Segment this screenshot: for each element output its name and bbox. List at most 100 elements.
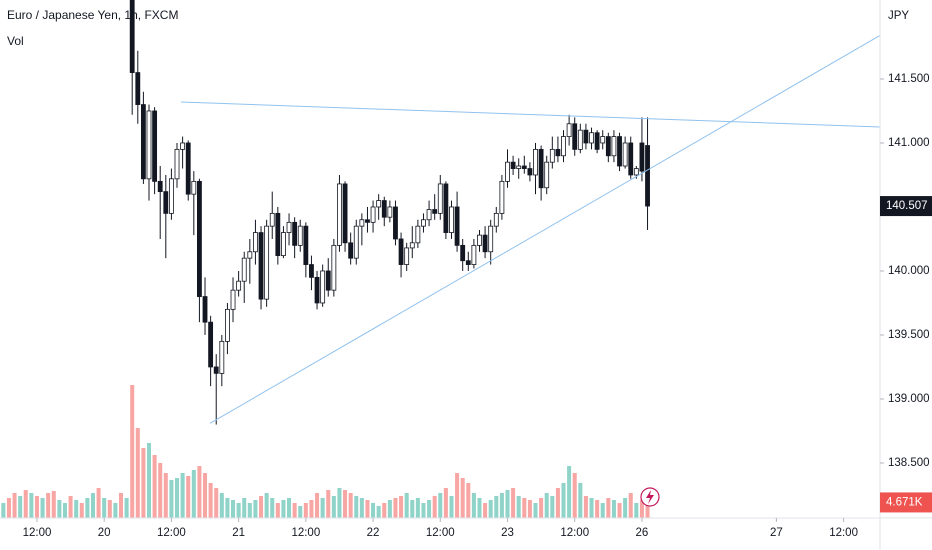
candle-body xyxy=(241,257,247,282)
volume-bar xyxy=(600,503,605,518)
volume-bar xyxy=(309,500,314,518)
candle-body xyxy=(275,212,281,257)
volume-bar xyxy=(606,498,611,518)
candle-body xyxy=(488,225,494,253)
volume-bar xyxy=(387,500,392,518)
candle-body xyxy=(236,280,242,291)
candle-body xyxy=(152,110,158,182)
volume-bar xyxy=(225,498,230,518)
volume-bar xyxy=(544,493,549,518)
last-price-box xyxy=(880,196,932,217)
volume-bar xyxy=(455,473,460,518)
volume-bar xyxy=(208,483,213,518)
volume-bar xyxy=(287,498,292,518)
volume-bar xyxy=(488,500,493,518)
volume-bar xyxy=(539,498,544,518)
candle-body xyxy=(477,234,482,246)
volume-bar xyxy=(270,498,275,518)
candle-body xyxy=(409,242,415,249)
candle-body xyxy=(437,183,443,214)
candle-body xyxy=(185,142,191,195)
candle-body xyxy=(269,212,275,227)
volume-bar xyxy=(242,498,247,518)
volume-bar xyxy=(410,500,415,518)
volume-bar xyxy=(163,473,168,518)
candle-body xyxy=(314,276,320,304)
volume-bar xyxy=(68,496,73,518)
x-tick-label: 12:00 xyxy=(157,527,186,539)
volume-bar xyxy=(567,466,572,518)
volume-bar xyxy=(533,503,538,518)
candle-body xyxy=(465,260,471,265)
x-tick-label: 12:00 xyxy=(829,527,858,539)
volume-bar xyxy=(555,488,560,518)
volume-bar xyxy=(292,503,297,518)
candle-body xyxy=(157,180,163,193)
y-tick-label: 138.500 xyxy=(888,457,930,469)
candle-body xyxy=(337,183,342,246)
volume-bar xyxy=(231,500,236,518)
trendline xyxy=(180,101,881,128)
volume-bar xyxy=(432,496,437,518)
x-tick-label: 23 xyxy=(501,527,514,539)
volume-bar xyxy=(6,498,11,518)
volume-bar xyxy=(421,503,426,518)
candle-body xyxy=(286,221,292,233)
volume-bar xyxy=(85,498,90,518)
volume-bar xyxy=(51,491,56,518)
volume-bar xyxy=(281,500,286,518)
last-price-label: 140.507 xyxy=(886,200,928,212)
volume-bar xyxy=(264,493,269,518)
x-tick-label: 21 xyxy=(232,527,245,539)
volume-bar xyxy=(443,488,448,518)
candle-body xyxy=(264,225,270,300)
volume-bar xyxy=(107,500,112,518)
candle-body xyxy=(213,366,219,374)
volume-bar xyxy=(275,503,280,518)
volume-bar xyxy=(331,496,336,518)
volume-bar xyxy=(102,498,107,518)
candle-body xyxy=(163,191,169,214)
candle-body xyxy=(415,225,421,244)
candle-body xyxy=(516,165,522,169)
volume-bar xyxy=(135,428,140,518)
volume-bar xyxy=(583,496,588,518)
volume-bar xyxy=(617,503,622,518)
volume-bar xyxy=(578,483,583,518)
candle-body xyxy=(544,161,550,189)
candle-body xyxy=(527,168,533,176)
volume-bar xyxy=(57,500,62,518)
volume-bar xyxy=(371,503,376,518)
volume-bar xyxy=(494,496,499,518)
volume-bar xyxy=(236,503,241,518)
volume-bar xyxy=(298,506,303,518)
candle-body xyxy=(605,136,611,157)
volume-bar xyxy=(79,503,84,518)
candle-body xyxy=(633,168,639,176)
volume-bar xyxy=(595,500,600,518)
volume-bar xyxy=(611,500,616,518)
candle-body xyxy=(135,72,141,105)
candle-body xyxy=(566,123,572,137)
candle-body xyxy=(521,165,527,169)
volume-bar xyxy=(152,455,157,518)
candle-body xyxy=(432,209,438,214)
currency-label: JPY xyxy=(888,10,909,22)
volume-bar xyxy=(113,503,118,518)
volume-bar xyxy=(522,498,527,518)
volume-bar xyxy=(303,503,308,518)
volume-bar xyxy=(259,496,264,518)
candle-body xyxy=(549,148,555,163)
volume-bar xyxy=(427,500,432,518)
candle-body xyxy=(387,206,393,218)
candle-body xyxy=(140,104,146,180)
volume-bar xyxy=(18,496,23,518)
candle-body xyxy=(381,200,387,218)
volume-bar xyxy=(438,493,443,518)
volume-bar xyxy=(197,466,202,518)
volume-bar xyxy=(561,483,566,518)
y-tick-label: 141.500 xyxy=(888,73,930,85)
plot xyxy=(1,0,881,518)
volume-bar xyxy=(12,493,17,518)
candle-body xyxy=(533,148,538,176)
